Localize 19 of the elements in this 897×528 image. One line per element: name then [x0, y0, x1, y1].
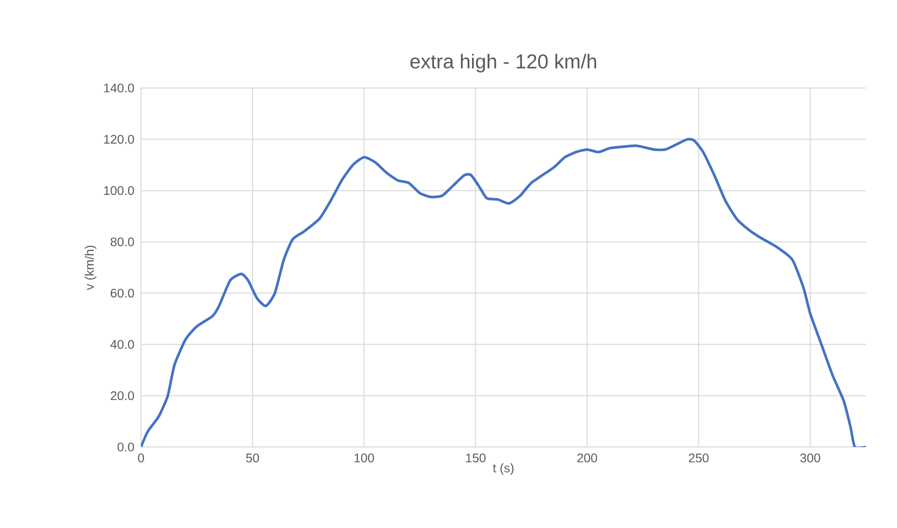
y-tick-label: 20.0	[110, 391, 134, 400]
y-tick-label: 80.0	[110, 237, 134, 246]
y-tick-label: 40.0	[110, 340, 134, 349]
y-tick-label: 140.0	[104, 84, 134, 92]
x-tick-label: 250	[688, 454, 709, 462]
x-tick-label: 0	[138, 454, 144, 462]
y-axis-title: v (km/h)	[84, 246, 96, 290]
chart-title: extra high - 120 km/h	[410, 54, 596, 72]
x-axis-title: t (s)	[492, 463, 514, 475]
x-tick-label: 300	[800, 454, 820, 462]
x-tick-label: 100	[354, 454, 374, 462]
y-tick-label: 60.0	[110, 288, 134, 298]
line-series	[141, 138, 866, 447]
x-tick-label: 50	[246, 454, 259, 462]
x-tick-label: 200	[577, 454, 598, 462]
x-tick-label: 150	[466, 454, 486, 462]
y-tick-label: 120.0	[104, 134, 134, 144]
y-tick-label: 0.0	[118, 442, 134, 452]
y-tick-label: 100.0	[104, 186, 134, 195]
